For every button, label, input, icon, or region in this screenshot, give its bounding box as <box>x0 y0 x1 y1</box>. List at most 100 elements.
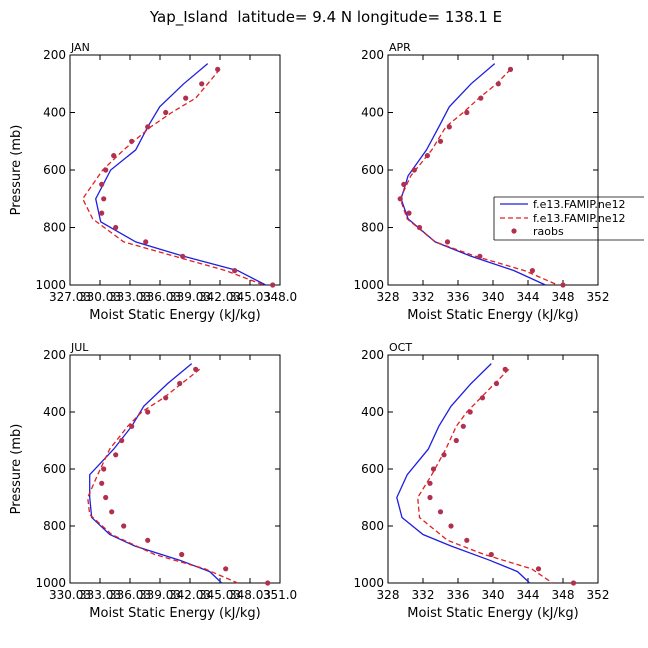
x-axis-label-oct: Moist Static Energy (kJ/kg) <box>407 606 578 621</box>
y-tick-label-apr-4: 1000 <box>353 278 384 292</box>
raobs-point-jul-0 <box>193 366 199 372</box>
raobs-point-oct-12 <box>464 537 470 543</box>
x-tick-label-apr-4: 344 <box>517 290 540 304</box>
y-axis-label-jul: Pressure (mb) <box>9 424 24 515</box>
raobs-point-jul-14 <box>223 566 229 572</box>
y-tick-label-apr-0: 200 <box>361 48 384 62</box>
x-tick-label-jan-5: 342.03 <box>199 290 241 304</box>
raobs-point-apr-15 <box>560 282 566 288</box>
x-tick-label-oct-5: 348 <box>552 588 575 602</box>
x-tick-label-jul-1: 333.03 <box>79 588 121 602</box>
model-line-solid-jul <box>89 363 223 584</box>
panel-title-jul: JUL <box>70 341 89 354</box>
raobs-point-oct-6 <box>441 452 447 458</box>
legend-label-model1: f.e13.FAMIP.ne12 <box>533 198 626 211</box>
x-tick-label-apr-0: 328 <box>377 290 400 304</box>
x-axis-label-apr: Moist Static Energy (kJ/kg) <box>407 308 578 323</box>
raobs-point-oct-9 <box>427 494 433 501</box>
raobs-point-apr-0 <box>507 66 514 72</box>
raobs-point-jan-2 <box>183 95 189 101</box>
y-tick-label-jan-3: 800 <box>43 221 66 235</box>
raobs-point-apr-5 <box>437 138 444 144</box>
x-tick-label-apr-1: 332 <box>412 290 435 304</box>
raobs-point-jul-11 <box>121 523 127 529</box>
raobs-point-jul-4 <box>129 423 135 429</box>
raobs-point-oct-2 <box>479 395 486 401</box>
legend-marker-dot <box>511 228 517 234</box>
x-tick-label-jan-6: 345.03 <box>229 290 271 304</box>
y-tick-label-jan-4: 1000 <box>35 278 66 292</box>
y-tick-label-apr-1: 400 <box>361 106 384 120</box>
x-tick-label-jan-7: 348.0 <box>263 290 297 304</box>
raobs-point-jan-1 <box>199 81 205 87</box>
x-axis-label-jan: Moist Static Energy (kJ/kg) <box>89 308 260 323</box>
model-line-solid-oct <box>396 363 531 584</box>
raobs-point-jul-13 <box>179 551 185 558</box>
raobs-point-apr-14 <box>529 268 536 274</box>
raobs-point-apr-13 <box>477 253 483 259</box>
x-tick-label-oct-6: 352 <box>587 588 610 602</box>
y-tick-label-oct-0: 200 <box>361 348 384 362</box>
y-tick-label-apr-3: 800 <box>361 221 384 235</box>
raobs-point-apr-4 <box>446 124 452 130</box>
raobs-point-oct-8 <box>427 480 433 486</box>
y-tick-label-jul-0: 200 <box>43 348 66 362</box>
raobs-point-oct-13 <box>488 551 494 558</box>
model-line-solid-jan <box>95 63 266 286</box>
legend-label-raobs: raobs <box>533 225 564 238</box>
x-tick-label-oct-2: 336 <box>447 588 470 602</box>
y-tick-label-jul-3: 800 <box>43 519 66 533</box>
x-tick-label-jan-2: 333.03 <box>109 290 151 304</box>
raobs-point-jan-5 <box>129 138 135 144</box>
raobs-point-jul-1 <box>177 380 183 387</box>
raobs-point-jan-13 <box>180 253 186 259</box>
panel-title-oct: OCT <box>389 341 412 354</box>
y-tick-label-oct-4: 1000 <box>353 576 384 590</box>
raobs-point-jul-10 <box>109 509 115 515</box>
raobs-point-apr-8 <box>401 181 407 187</box>
raobs-point-oct-5 <box>453 437 459 444</box>
x-tick-label-jan-0: 327.03 <box>49 290 91 304</box>
raobs-point-jan-12 <box>143 239 149 245</box>
raobs-point-oct-15 <box>570 580 577 586</box>
raobs-point-jul-5 <box>119 437 125 444</box>
x-tick-label-jul-2: 336.03 <box>109 588 151 602</box>
raobs-point-jul-12 <box>145 537 151 543</box>
raobs-point-oct-14 <box>535 566 542 572</box>
raobs-point-jan-11 <box>113 224 119 231</box>
x-tick-label-jul-6: 348.03 <box>229 588 271 602</box>
raobs-point-jan-15 <box>270 282 276 288</box>
x-tick-label-oct-0: 328 <box>377 588 400 602</box>
raobs-point-jan-8 <box>99 181 105 187</box>
x-tick-label-jul-5: 345.03 <box>199 588 241 602</box>
y-tick-label-oct-2: 600 <box>361 462 384 476</box>
y-axis-label-jan: Pressure (mb) <box>9 125 24 216</box>
x-tick-label-oct-3: 340 <box>482 588 505 602</box>
y-tick-label-jul-2: 600 <box>43 462 66 476</box>
model-line-dashed-apr <box>399 68 558 286</box>
raobs-point-oct-3 <box>467 409 473 415</box>
x-tick-label-apr-3: 340 <box>482 290 505 304</box>
raobs-point-apr-11 <box>416 224 423 231</box>
x-tick-label-apr-5: 348 <box>552 290 575 304</box>
raobs-point-apr-6 <box>424 153 430 159</box>
raobs-point-jan-10 <box>99 210 105 216</box>
raobs-point-apr-9 <box>397 196 403 202</box>
raobs-point-jan-7 <box>103 167 109 173</box>
raobs-point-jul-3 <box>145 409 151 415</box>
panels-group: JAN2004006008001000327.03330.03333.03336… <box>9 41 609 621</box>
y-tick-label-jul-1: 400 <box>43 405 66 419</box>
plot-frame-apr <box>387 54 599 286</box>
raobs-point-apr-10 <box>406 210 412 216</box>
y-tick-label-jan-2: 600 <box>43 163 66 177</box>
raobs-point-oct-11 <box>448 523 454 529</box>
plot-frame-jan <box>69 54 281 286</box>
x-tick-label-jan-3: 336.03 <box>139 290 181 304</box>
raobs-point-oct-7 <box>430 466 437 472</box>
plot-frame-oct <box>387 354 599 584</box>
raobs-point-jul-15 <box>265 580 271 586</box>
y-tick-label-jan-0: 200 <box>43 48 66 62</box>
y-tick-label-oct-3: 800 <box>361 519 384 533</box>
